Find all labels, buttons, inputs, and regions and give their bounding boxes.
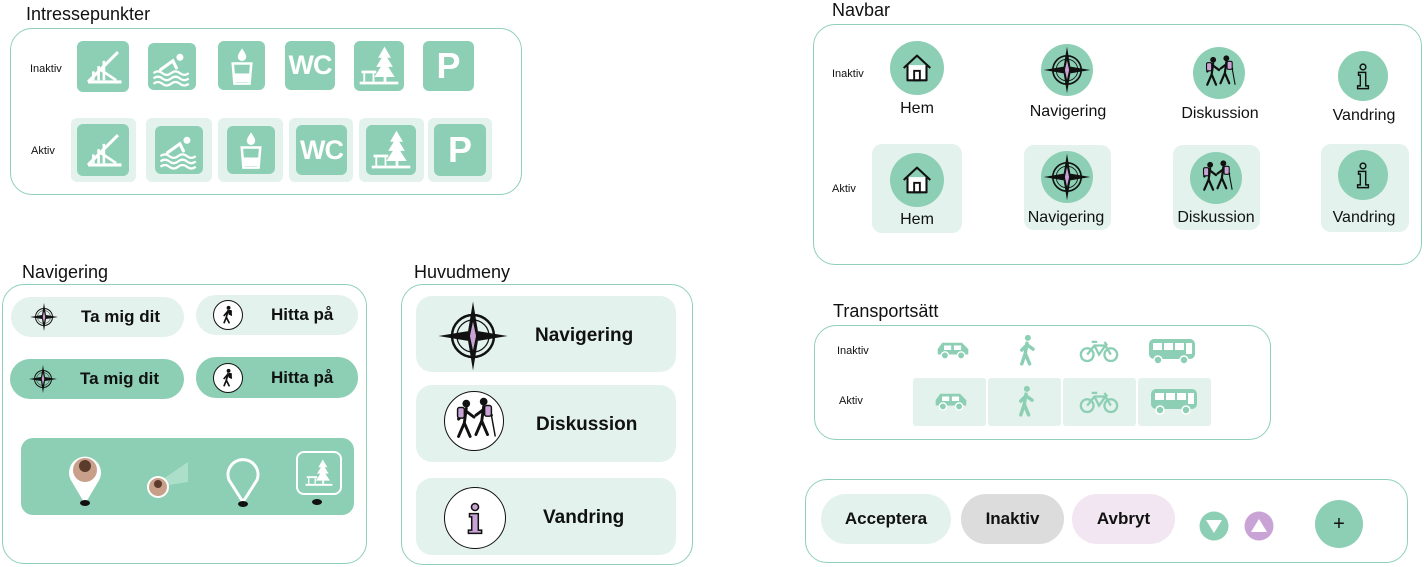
walking-icon[interactable] (1013, 385, 1039, 417)
hikers-chat-icon (444, 391, 504, 451)
parking-icon[interactable]: P (423, 41, 474, 91)
home-icon[interactable] (890, 153, 944, 207)
nav-item-vandring[interactable]: Vandring (1332, 107, 1396, 124)
transport-active-label: Aktiv (839, 395, 863, 407)
navbar-inactive-label: Inaktiv (832, 68, 864, 80)
take-me-there-button-active[interactable]: Ta mig dit (10, 359, 184, 399)
swimming-icon[interactable] (155, 126, 203, 174)
bus-icon[interactable] (1149, 386, 1199, 416)
picnic-forest-icon[interactable] (366, 125, 416, 175)
hikers-chat-icon[interactable] (1190, 152, 1242, 204)
find-button-active[interactable]: Hitta på (196, 357, 358, 398)
navbar-section-title: Navbar (832, 0, 891, 20)
bike-active-bg (1063, 378, 1136, 426)
find-label: Hitta på (271, 305, 334, 324)
transport-inactive-label: Inaktiv (837, 345, 869, 357)
accept-button[interactable]: Acceptera (821, 494, 951, 544)
compass-icon (436, 299, 510, 373)
parking-icon[interactable]: P (434, 124, 486, 176)
find-button[interactable]: Hitta på (196, 295, 358, 335)
add-button[interactable]: + (1315, 500, 1363, 548)
home-icon[interactable] (890, 41, 944, 95)
nav-item-navigering[interactable]: Navigering (1029, 103, 1107, 120)
location-pin-icon[interactable] (222, 452, 264, 508)
profile-location-icon[interactable] (140, 458, 190, 502)
parking-icon-label: P (447, 129, 472, 170)
walker-icon (213, 362, 243, 393)
nav-item-hem[interactable]: Hem (900, 211, 934, 228)
hikers-chat-icon[interactable] (1193, 47, 1245, 99)
huvudmeny-section-title: Huvudmeny (414, 262, 511, 282)
info-icon[interactable] (1338, 51, 1388, 101)
poi-inactive-label: Inaktiv (30, 63, 62, 75)
bus-icon[interactable] (1147, 336, 1197, 366)
info-icon[interactable] (1338, 150, 1388, 200)
compass-icon (28, 364, 58, 394)
car-icon[interactable] (935, 337, 971, 363)
menu-item-navigering-label: Navigering (535, 325, 634, 346)
poi-section-title: Intressepunkter (26, 4, 151, 24)
compass-icon (29, 302, 59, 332)
picnic-forest-icon[interactable] (354, 41, 404, 91)
wc-icon-label: WC (288, 50, 333, 80)
compass-icon[interactable] (1041, 151, 1093, 203)
inactive-button: Inaktiv (961, 494, 1064, 544)
find-label: Hitta på (271, 367, 334, 387)
bicycle-icon[interactable] (1079, 338, 1119, 364)
wc-icon[interactable]: WC (285, 41, 335, 90)
walking-icon[interactable] (1014, 334, 1040, 366)
take-me-there-button[interactable]: Ta mig dit (11, 297, 184, 337)
navbar-active-label: Aktiv (832, 183, 856, 195)
forest-pin-base (312, 499, 322, 505)
take-me-there-label: Ta mig dit (80, 369, 160, 388)
ramp-icon[interactable] (77, 124, 129, 176)
bicycle-icon[interactable] (1079, 389, 1119, 415)
navigering-section-title: Navigering (22, 262, 109, 282)
compass-icon[interactable] (1041, 44, 1093, 96)
wc-icon-label: WC (300, 134, 344, 165)
car-icon[interactable] (933, 388, 969, 414)
swimming-icon[interactable] (148, 43, 196, 90)
nav-item-hem[interactable]: Hem (900, 100, 934, 117)
nav-item-vandring[interactable]: Vandring (1332, 209, 1396, 226)
arrow-up-icon[interactable] (1244, 511, 1274, 541)
nav-item-navigering[interactable]: Navigering (1027, 209, 1105, 226)
nav-item-diskussion[interactable]: Diskussion (1177, 209, 1255, 226)
take-me-there-label: Ta mig dit (81, 307, 161, 326)
nav-item-diskussion[interactable]: Diskussion (1181, 105, 1259, 122)
poi-active-label: Aktiv (31, 145, 55, 157)
transport-section-title: Transportsätt (833, 301, 939, 321)
drinking-water-icon[interactable] (218, 41, 265, 90)
forest-pin-icon[interactable] (296, 451, 342, 495)
wc-icon[interactable]: WC (296, 125, 347, 175)
profile-pin-icon[interactable] (64, 450, 106, 506)
menu-item-vandring-label: Vandring (543, 507, 625, 528)
arrow-down-icon[interactable] (1199, 511, 1229, 541)
ramp-icon[interactable] (77, 41, 129, 92)
info-icon (444, 487, 506, 549)
walker-icon (213, 300, 243, 330)
cancel-button[interactable]: Avbryt (1072, 494, 1175, 544)
drinking-water-icon[interactable] (227, 126, 275, 174)
menu-item-diskussion-label: Diskussion (536, 414, 638, 435)
parking-icon-label: P (436, 45, 461, 86)
